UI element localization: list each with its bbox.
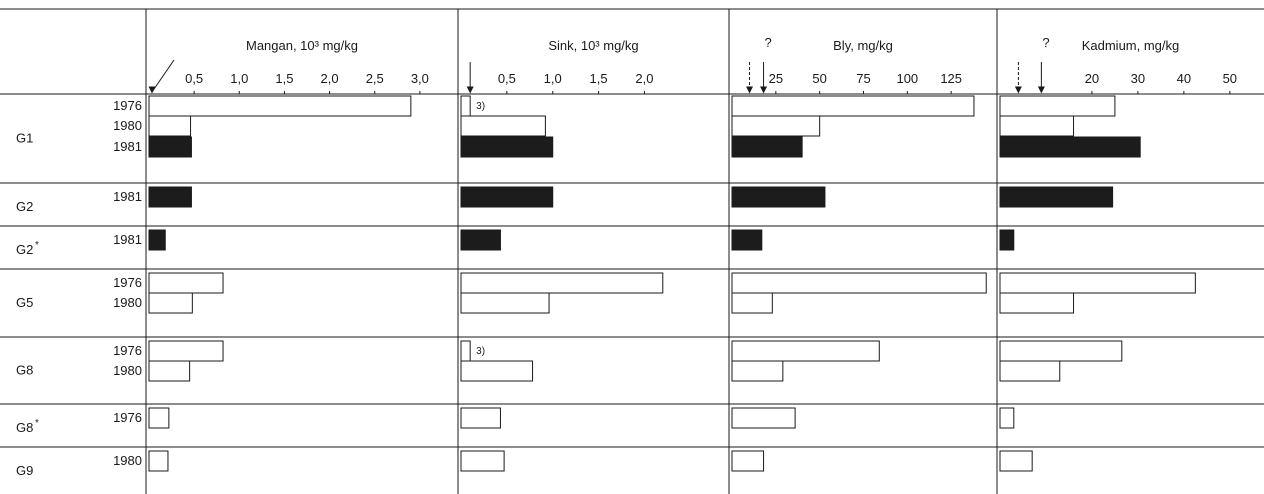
group-label: G8 bbox=[16, 363, 33, 378]
bar bbox=[731, 340, 880, 362]
bar bbox=[460, 186, 554, 208]
bar bbox=[148, 186, 192, 208]
reference-marker-label: ? bbox=[765, 35, 772, 50]
year-label: 1981 bbox=[113, 139, 142, 154]
x-tick-label: 1,5 bbox=[275, 71, 293, 86]
bar bbox=[731, 186, 826, 208]
year-label: 1976 bbox=[113, 410, 142, 425]
bar bbox=[731, 229, 763, 251]
x-tick-label: 1,0 bbox=[544, 71, 562, 86]
bar bbox=[148, 136, 192, 158]
bar bbox=[999, 340, 1123, 362]
bar bbox=[460, 340, 471, 362]
bar bbox=[999, 272, 1196, 294]
bar bbox=[148, 360, 191, 382]
year-label: 1980 bbox=[113, 295, 142, 310]
bar bbox=[148, 292, 193, 314]
reference-arrow-head bbox=[466, 86, 474, 94]
bar bbox=[999, 360, 1061, 382]
bar bbox=[999, 95, 1116, 117]
year-label: 1980 bbox=[113, 363, 142, 378]
x-tick-label: 25 bbox=[769, 71, 783, 86]
year-label: 1976 bbox=[113, 275, 142, 290]
x-tick-label: 30 bbox=[1131, 71, 1145, 86]
reference-arrow-head bbox=[148, 86, 156, 94]
x-tick-label: 125 bbox=[940, 71, 962, 86]
bar bbox=[148, 272, 224, 294]
reference-arrow-head bbox=[760, 86, 768, 94]
bar bbox=[460, 450, 505, 472]
x-tick-label: 0,5 bbox=[185, 71, 203, 86]
x-tick-label: 2,0 bbox=[635, 71, 653, 86]
bar bbox=[460, 360, 534, 382]
x-tick-label: 75 bbox=[856, 71, 870, 86]
bar bbox=[148, 450, 169, 472]
bar bbox=[460, 229, 501, 251]
bar bbox=[460, 407, 501, 429]
group-label: G2 bbox=[16, 242, 33, 257]
bar bbox=[460, 272, 664, 294]
group-star-label: * bbox=[35, 418, 39, 429]
bar bbox=[731, 95, 975, 117]
x-tick-label: 2,5 bbox=[366, 71, 384, 86]
year-label: 1981 bbox=[113, 232, 142, 247]
bar bbox=[731, 407, 796, 429]
bar bbox=[148, 115, 192, 137]
panel-title: Mangan, 10³ mg/kg bbox=[246, 38, 358, 53]
bar bbox=[148, 340, 224, 362]
group-label: G5 bbox=[16, 295, 33, 310]
reference-arrow-line bbox=[151, 59, 175, 93]
year-label: 1976 bbox=[113, 98, 142, 113]
bar bbox=[999, 186, 1114, 208]
reference-arrow-head bbox=[1014, 86, 1022, 94]
x-tick-label: 100 bbox=[896, 71, 918, 86]
bar bbox=[999, 292, 1075, 314]
year-label: 1980 bbox=[113, 118, 142, 133]
x-tick-label: 50 bbox=[1223, 71, 1237, 86]
year-label: 1976 bbox=[113, 343, 142, 358]
x-tick-label: 50 bbox=[812, 71, 826, 86]
bar bbox=[999, 407, 1015, 429]
x-tick-label: 3,0 bbox=[411, 71, 429, 86]
reference-marker-label: ? bbox=[1042, 35, 1049, 50]
bar bbox=[460, 95, 471, 117]
year-label: 1981 bbox=[113, 189, 142, 204]
bar bbox=[460, 136, 554, 158]
bar bbox=[148, 95, 412, 117]
group-label: G2 bbox=[16, 199, 33, 214]
bar bbox=[460, 115, 546, 137]
panel-title: Sink, 10³ mg/kg bbox=[548, 38, 638, 53]
x-tick-label: 0,5 bbox=[498, 71, 516, 86]
bar bbox=[731, 136, 803, 158]
panel-title: Kadmium, mg/kg bbox=[1082, 38, 1180, 53]
bar bbox=[148, 229, 166, 251]
bar bbox=[999, 450, 1033, 472]
panel-title: Bly, mg/kg bbox=[833, 38, 893, 53]
bar bbox=[731, 450, 765, 472]
bar bbox=[148, 407, 170, 429]
group-label: G9 bbox=[16, 463, 33, 478]
bar-footnote: 3) bbox=[476, 101, 485, 112]
bar bbox=[999, 229, 1015, 251]
x-tick-label: 1,5 bbox=[590, 71, 608, 86]
bar-footnote: 3) bbox=[476, 346, 485, 357]
bar bbox=[731, 115, 821, 137]
group-label: G8 bbox=[16, 420, 33, 435]
reference-arrow-head bbox=[1037, 86, 1045, 94]
year-label: 1980 bbox=[113, 453, 142, 468]
bar bbox=[999, 115, 1075, 137]
reference-arrow-head bbox=[746, 86, 754, 94]
group-label: G1 bbox=[16, 131, 33, 146]
x-tick-label: 1,0 bbox=[230, 71, 248, 86]
bar bbox=[731, 272, 987, 294]
bar bbox=[731, 360, 784, 382]
x-tick-label: 40 bbox=[1177, 71, 1191, 86]
x-tick-label: 20 bbox=[1085, 71, 1099, 86]
group-star-label: * bbox=[35, 240, 39, 251]
bar bbox=[460, 292, 550, 314]
bar bbox=[999, 136, 1141, 158]
x-tick-label: 2,0 bbox=[321, 71, 339, 86]
bar bbox=[731, 292, 773, 314]
